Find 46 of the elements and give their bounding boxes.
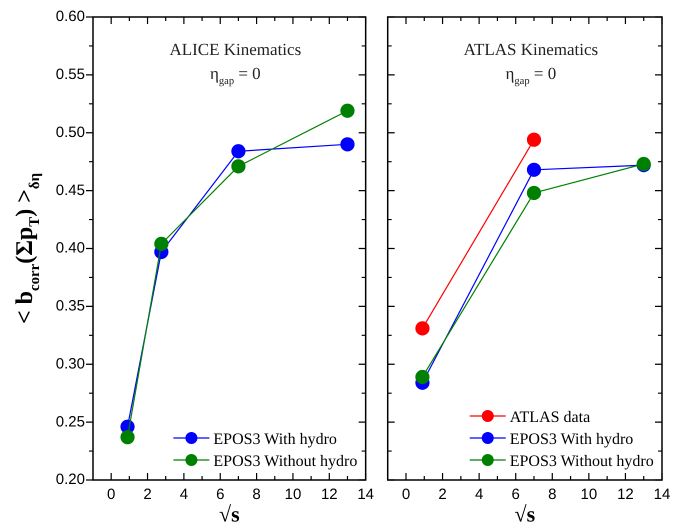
- x-tick-label: 0: [107, 486, 116, 504]
- point: [526, 162, 542, 177]
- x-tick-label: 4: [474, 486, 484, 504]
- x-tick-label: 2: [438, 486, 447, 504]
- point: [340, 137, 355, 152]
- point: [154, 236, 168, 251]
- x-tick-label: 4: [180, 486, 188, 504]
- point: [415, 370, 430, 384]
- point: [415, 321, 430, 336]
- legend-label: EPOS3 With hydro: [510, 431, 634, 448]
- legend-label: EPOS3 Without hydro: [213, 453, 358, 470]
- x-tick-label: 0: [402, 486, 410, 504]
- x-tick-label: 8: [252, 486, 261, 504]
- x-axis-title: √s: [219, 501, 240, 526]
- legend-label: ATLAS data: [510, 409, 590, 426]
- x-tick-label: 6: [216, 486, 224, 504]
- y-axis-title: < bcorr(ΣpT) >δη: [12, 172, 44, 324]
- y-tick-label: 0.40: [56, 240, 85, 257]
- y-tick-label: 0.25: [56, 413, 85, 430]
- y-tick-label: 0.60: [56, 8, 85, 26]
- x-tick-label: 12: [617, 486, 634, 504]
- point: [231, 144, 246, 158]
- x-tick-label: 6: [512, 486, 520, 504]
- y-tick-label: 0.45: [56, 182, 85, 199]
- legend-label: EPOS3 Without hydro: [510, 453, 654, 470]
- point: [526, 186, 542, 200]
- point: [231, 159, 246, 174]
- annotation: ALICE Kinematics: [169, 40, 302, 59]
- y-tick-label: 0.50: [56, 124, 85, 141]
- x-tick-label: 10: [580, 486, 598, 504]
- annotation: ATLAS Kinematics: [464, 40, 598, 59]
- y-tick-label: 0.20: [56, 471, 85, 488]
- x-tick-label: 2: [143, 486, 152, 504]
- point: [120, 430, 135, 444]
- x-tick-label: 12: [320, 486, 338, 504]
- y-tick-label: 0.35: [56, 298, 85, 315]
- point: [526, 132, 542, 147]
- y-tick-label: 0.30: [56, 355, 85, 372]
- x-tick-label: 10: [284, 486, 302, 504]
- legend-label: EPOS3 With hydro: [213, 431, 337, 448]
- x-axis-title: √s: [514, 501, 536, 526]
- x-tick-label: 14: [654, 486, 670, 504]
- x-tick-label: 8: [548, 486, 556, 504]
- point: [340, 104, 355, 118]
- x-tick-label: 14: [357, 486, 374, 504]
- y-tick-label: 0.55: [56, 66, 85, 84]
